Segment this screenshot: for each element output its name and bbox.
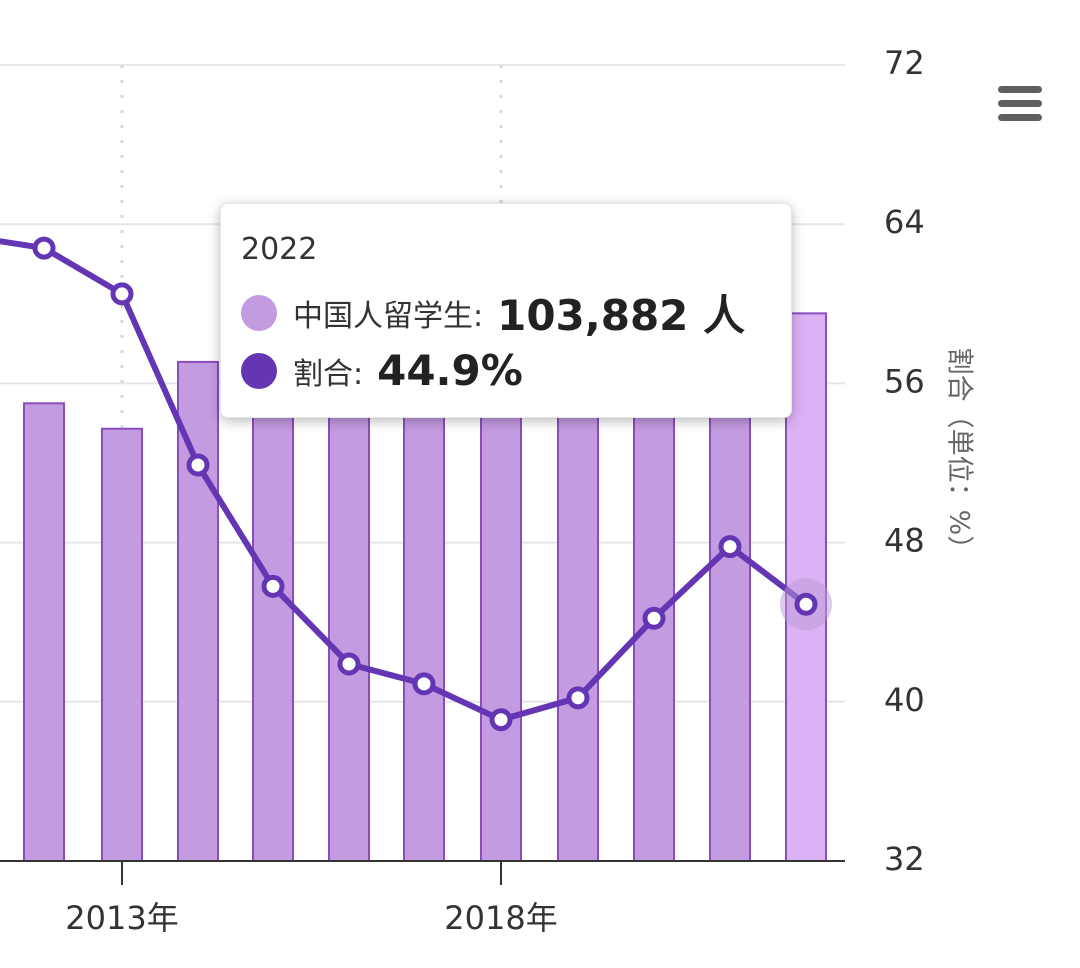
ratio-line: [0, 238, 808, 723]
tooltip-value-ratio: 44.9%: [377, 346, 523, 395]
point-2015: [261, 574, 285, 598]
tooltip-swatch-ratio: [241, 352, 277, 389]
x-axis: 2013年 2018年: [0, 860, 845, 937]
right-tick-label: 64: [884, 203, 925, 241]
chart-menu-button[interactable]: [994, 82, 1046, 126]
tooltip-row-students: 中国人留学生: 103,882 人: [241, 282, 745, 343]
tooltip-swatch-students: [241, 294, 277, 331]
point-2018: [489, 708, 513, 732]
tooltip-row-ratio: 割合: 44.9%: [241, 346, 523, 395]
right-tick-label: 72: [884, 44, 925, 82]
point-2012: [32, 236, 56, 260]
tooltip-value-students: 103,882 人: [497, 291, 746, 340]
point-2017: [412, 672, 436, 696]
right-tick-label: 40: [884, 681, 925, 719]
bar-2012: [23, 402, 65, 862]
point-2020: [642, 606, 666, 630]
right-y-axis: 72 64 56 48 40 32: [884, 44, 925, 878]
point-2019: [566, 686, 590, 710]
bar-2013: [101, 427, 143, 862]
right-tick-label: 56: [884, 362, 925, 400]
right-tick-label: 48: [884, 522, 925, 560]
tooltip-label-students: 中国人留学生:: [293, 298, 484, 334]
bar-2014: [177, 360, 219, 862]
tooltip-title: 2022: [241, 232, 318, 267]
right-tick-label: 32: [884, 840, 925, 878]
right-axis-title: 割合（単位：%）: [944, 348, 975, 563]
point-2022: [794, 592, 818, 616]
point-2016: [337, 652, 361, 676]
chart-tooltip: 2022 中国人留学生: 103,882 人 割合: 44.9%: [220, 203, 792, 418]
point-2013: [110, 282, 134, 306]
line-series: [0, 236, 832, 732]
x-tick-label: 2018年: [444, 899, 557, 937]
point-2021: [718, 535, 742, 559]
point-2014: [186, 453, 210, 477]
x-tick-label: 2013年: [65, 899, 178, 937]
tooltip-label-ratio: 割合:: [293, 356, 364, 392]
